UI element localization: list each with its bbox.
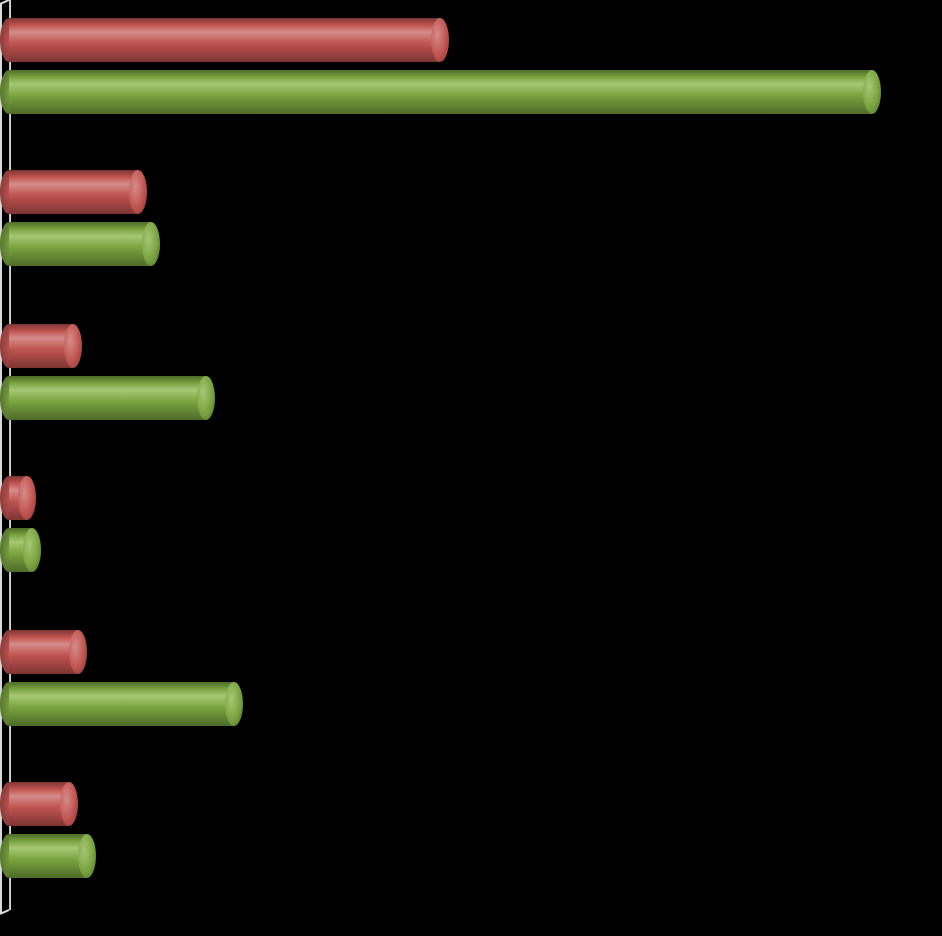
bar-series-b-4 [0, 682, 243, 726]
bar-series-a-5 [0, 782, 78, 826]
bar-series-b-5 [0, 834, 96, 878]
bar-series-b-0 [0, 70, 881, 114]
axis-baseline [9, 0, 10, 910]
bar-series-b-3 [0, 528, 41, 572]
bar-series-a-1 [0, 170, 147, 214]
frame-front-left [0, 4, 2, 914]
bar-series-a-4 [0, 630, 87, 674]
bar-series-a-0 [0, 18, 449, 62]
bar-series-b-2 [0, 376, 215, 420]
bar-series-a-2 [0, 324, 82, 368]
bar-series-a-3 [0, 476, 36, 520]
bar-series-b-1 [0, 222, 160, 266]
